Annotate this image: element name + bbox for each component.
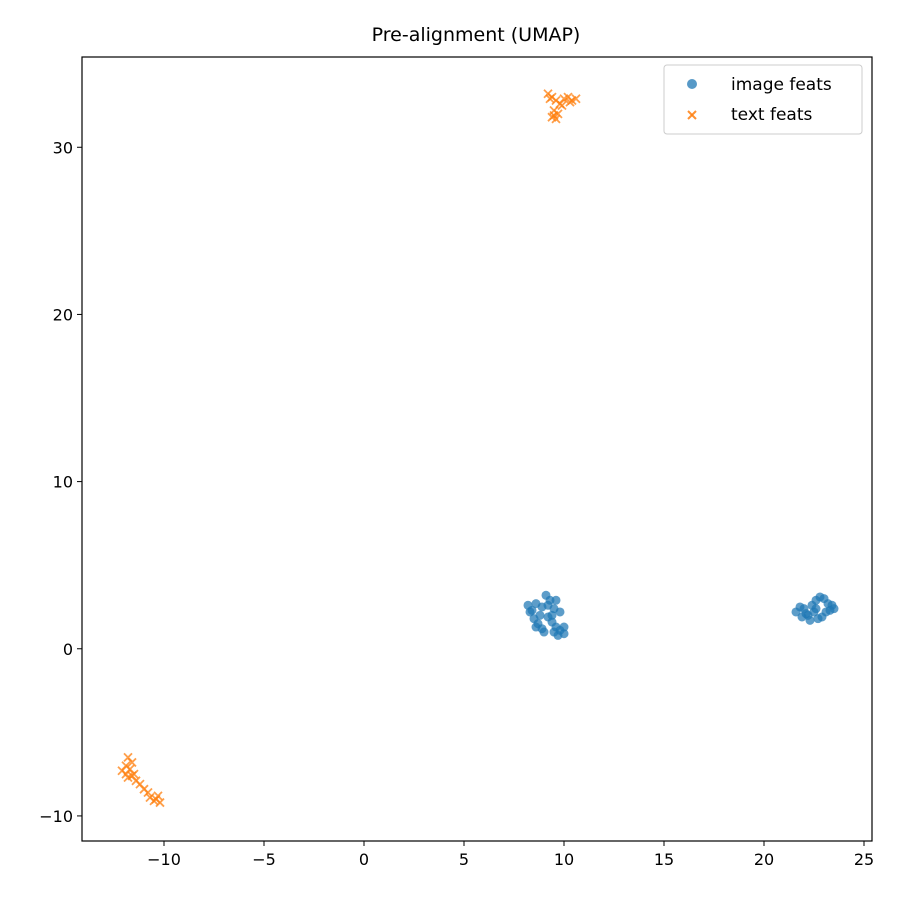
point-image-feats [825, 605, 835, 615]
x-tick-label: 15 [654, 850, 674, 869]
point-text-feats [557, 100, 567, 111]
legend-marker-text-feats [687, 110, 697, 120]
point-text-feats [571, 94, 581, 104]
y-tick-label: −10 [39, 807, 73, 826]
y-tick-label: 10 [53, 473, 73, 492]
point-image-feats [543, 600, 553, 610]
x-tick-label: 10 [554, 850, 574, 869]
point-text-feats [151, 794, 161, 804]
x-tick-label: 20 [754, 850, 774, 869]
point-text-feats [127, 757, 137, 768]
point-image-feats [547, 610, 557, 620]
legend-label-image-feats: image feats [731, 75, 832, 95]
point-image-feats [801, 609, 811, 619]
legend: image feats text feats [663, 64, 863, 135]
x-tick-label: −10 [147, 850, 181, 869]
point-text-feats [549, 110, 559, 121]
x-tick-label: 5 [459, 850, 469, 869]
point-image-feats [549, 627, 559, 637]
y-tick-label: 20 [53, 305, 73, 324]
point-image-feats [559, 622, 569, 632]
point-image-feats [525, 607, 535, 617]
y-axis: −10 0 10 20 30 [39, 138, 82, 826]
plot-area [82, 57, 872, 841]
y-tick-label: 30 [53, 138, 73, 157]
point-text-feats [545, 94, 555, 104]
x-tick-label: 0 [359, 850, 369, 869]
x-tick-label: −5 [252, 850, 276, 869]
chart-title: Pre-alignment (UMAP) [372, 24, 581, 46]
point-image-feats [811, 604, 821, 614]
point-image-feats [539, 627, 549, 637]
point-image-feats [531, 622, 541, 632]
legend-box [663, 64, 863, 135]
legend-label-text-feats: text feats [731, 105, 812, 125]
plot-frame [81, 56, 873, 842]
y-tick-label: 0 [63, 640, 73, 659]
point-image-feats [535, 610, 545, 620]
point-image-feats [555, 607, 565, 617]
points-layer [117, 89, 839, 808]
x-axis: −10 −5 0 5 10 15 20 25 [147, 841, 874, 869]
point-image-feats [551, 595, 561, 605]
point-image-feats [813, 614, 823, 624]
point-image-feats [805, 615, 815, 625]
legend-marker-image-feats [687, 79, 697, 89]
point-text-feats [143, 787, 153, 798]
point-text-feats [121, 769, 131, 779]
x-tick-label: 25 [854, 850, 874, 869]
point-text-feats [565, 97, 575, 107]
